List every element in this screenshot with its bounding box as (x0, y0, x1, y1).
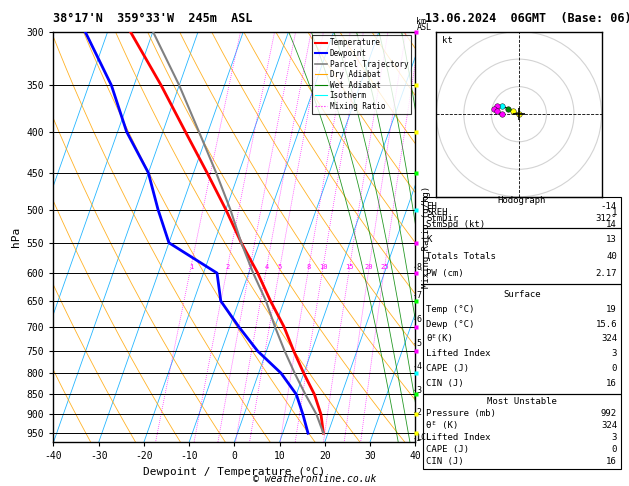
Text: Mixing Ratio (g/kg): Mixing Ratio (g/kg) (422, 186, 431, 288)
Text: LCL: LCL (416, 433, 431, 442)
Legend: Temperature, Dewpoint, Parcel Trajectory, Dry Adiabat, Wet Adiabat, Isotherm, Mi: Temperature, Dewpoint, Parcel Trajectory… (312, 35, 411, 114)
Text: 16: 16 (606, 457, 617, 466)
Text: CAPE (J): CAPE (J) (426, 364, 469, 373)
Text: Dewp (°C): Dewp (°C) (426, 319, 475, 329)
Text: 324: 324 (601, 334, 617, 344)
Text: 4: 4 (416, 362, 421, 371)
Text: SREH: SREH (426, 208, 448, 217)
Text: 15: 15 (345, 264, 354, 270)
Text: 0: 0 (611, 445, 617, 454)
Text: 3: 3 (611, 433, 617, 442)
Text: 4: 4 (265, 264, 269, 270)
Text: CIN (J): CIN (J) (426, 457, 464, 466)
Text: 13: 13 (606, 235, 617, 244)
Text: 8: 8 (307, 264, 311, 270)
Text: -14: -14 (601, 202, 617, 211)
Text: CIN (J): CIN (J) (426, 380, 464, 388)
Text: 10: 10 (319, 264, 327, 270)
Text: 7: 7 (416, 291, 421, 300)
Text: Lifted Index: Lifted Index (426, 349, 491, 359)
Text: 992: 992 (601, 409, 617, 418)
Text: PW (cm): PW (cm) (426, 269, 464, 278)
Text: 312°: 312° (596, 214, 617, 223)
Text: Pressure (mb): Pressure (mb) (426, 409, 496, 418)
Y-axis label: hPa: hPa (11, 227, 21, 247)
Text: Most Unstable: Most Unstable (487, 397, 557, 406)
Text: 20: 20 (365, 264, 374, 270)
Text: © weatheronline.co.uk: © weatheronline.co.uk (253, 473, 376, 484)
Text: 3: 3 (611, 349, 617, 359)
Text: 38°17'N  359°33'W  245m  ASL: 38°17'N 359°33'W 245m ASL (53, 12, 253, 25)
Text: 40: 40 (606, 252, 617, 261)
Text: 2: 2 (416, 408, 421, 417)
Text: K: K (426, 235, 432, 244)
Text: 5: 5 (416, 339, 421, 348)
Text: 13.06.2024  06GMT  (Base: 06): 13.06.2024 06GMT (Base: 06) (425, 12, 629, 25)
Text: 2.17: 2.17 (596, 269, 617, 278)
Text: 5: 5 (278, 264, 282, 270)
Text: 1: 1 (416, 434, 421, 443)
Text: 15.6: 15.6 (596, 319, 617, 329)
Text: km: km (416, 17, 426, 26)
Text: Temp (°C): Temp (°C) (426, 305, 475, 313)
Text: Surface: Surface (503, 290, 540, 298)
Text: StmDir: StmDir (426, 214, 459, 223)
Text: 25: 25 (381, 264, 389, 270)
Text: θᴱ (K): θᴱ (K) (426, 421, 459, 430)
Text: 6: 6 (416, 315, 421, 324)
Text: ASL: ASL (416, 22, 431, 32)
Text: 324: 324 (601, 421, 617, 430)
Text: 8: 8 (416, 263, 421, 272)
Text: 1: 1 (189, 264, 193, 270)
Text: 19: 19 (606, 305, 617, 313)
Text: kt: kt (442, 35, 452, 45)
Text: 2: 2 (225, 264, 230, 270)
Text: Lifted Index: Lifted Index (426, 433, 491, 442)
Text: 1: 1 (611, 208, 617, 217)
Text: 14: 14 (606, 220, 617, 229)
Text: 3: 3 (416, 386, 421, 395)
Text: StmSpd (kt): StmSpd (kt) (426, 220, 486, 229)
X-axis label: Dewpoint / Temperature (°C): Dewpoint / Temperature (°C) (143, 467, 325, 477)
Text: CAPE (J): CAPE (J) (426, 445, 469, 454)
Text: θᴱ(K): θᴱ(K) (426, 334, 454, 344)
Text: EH: EH (426, 202, 437, 211)
Text: 0: 0 (611, 364, 617, 373)
Text: Totals Totals: Totals Totals (426, 252, 496, 261)
Text: 16: 16 (606, 380, 617, 388)
Text: Hodograph: Hodograph (498, 196, 546, 205)
Text: 3: 3 (248, 264, 252, 270)
